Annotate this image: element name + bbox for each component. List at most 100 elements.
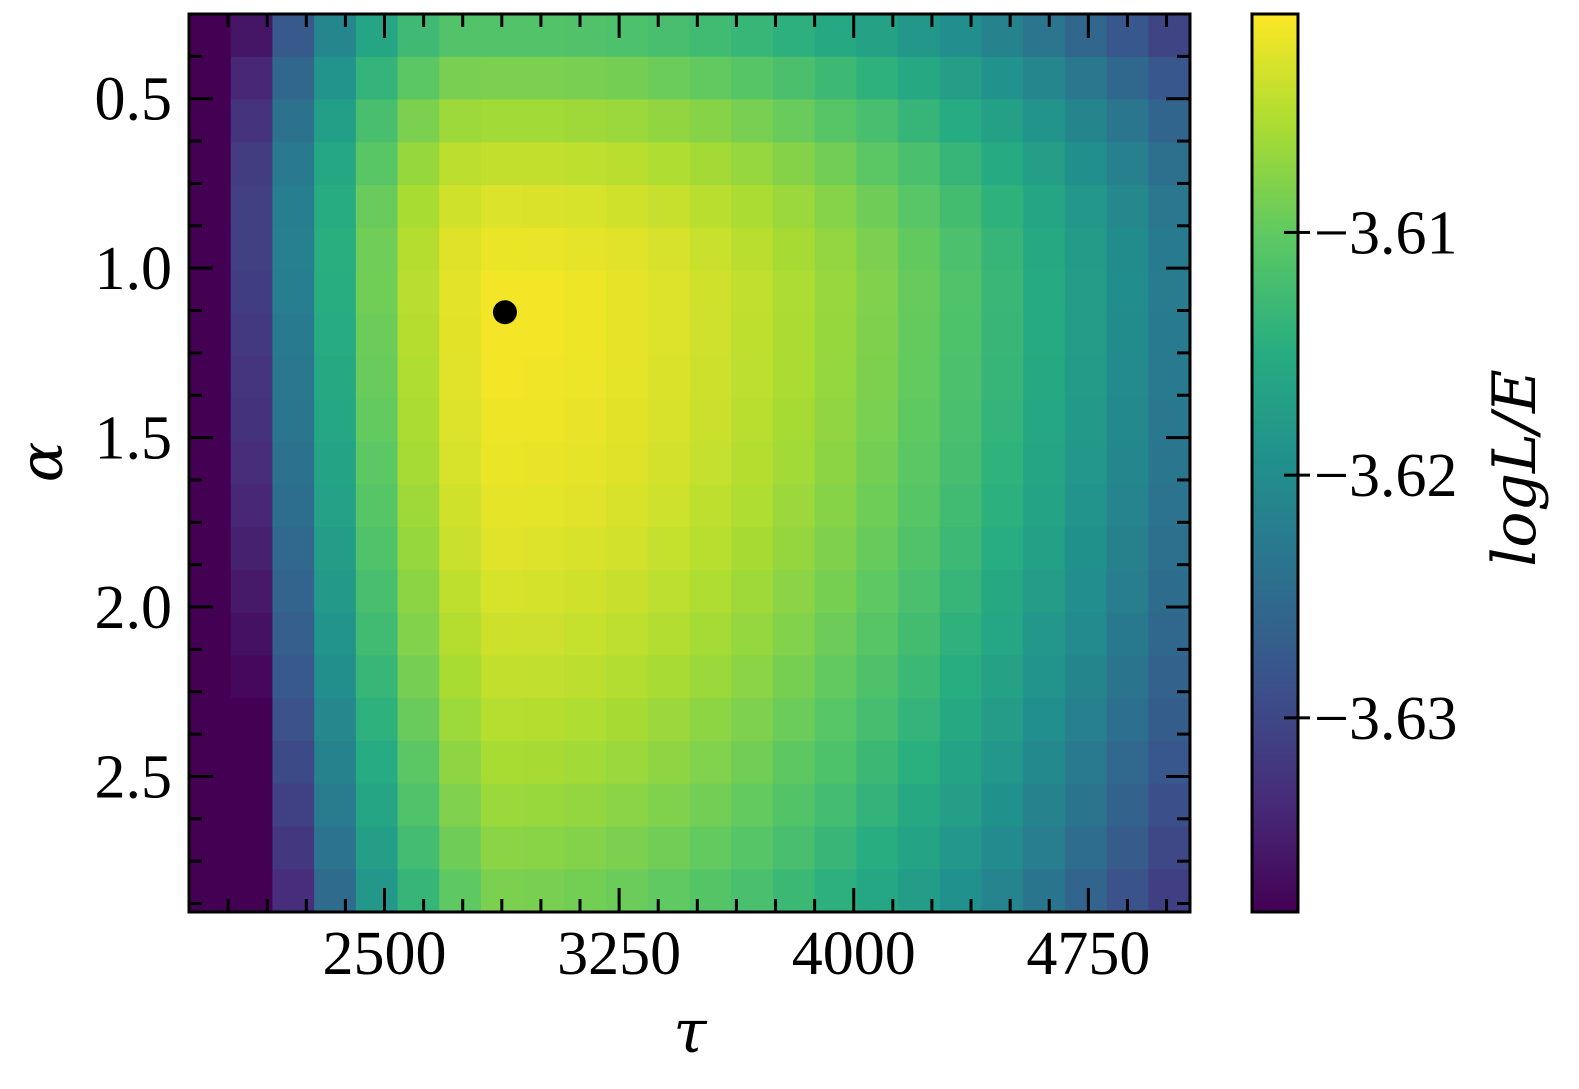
heatmap-cell	[856, 185, 899, 229]
heatmap-cell	[1148, 869, 1191, 913]
heatmap-cell	[1064, 227, 1108, 272]
heatmap-cell	[480, 655, 524, 699]
heatmap-cell	[1064, 569, 1108, 614]
heatmap-cell	[564, 398, 607, 443]
heatmap-cell	[1148, 356, 1191, 400]
heatmap-cell	[606, 14, 649, 58]
heatmap-cell	[564, 56, 607, 101]
heatmap-cell	[355, 869, 399, 913]
heatmap-cell	[564, 569, 607, 614]
heatmap-cell	[772, 484, 816, 528]
heatmap-cell	[898, 56, 941, 101]
heatmap-cell	[564, 783, 607, 828]
heatmap-cell	[814, 142, 857, 186]
heatmap-cell	[939, 398, 983, 443]
heatmap-cell	[314, 569, 357, 614]
heatmap-cell	[898, 740, 941, 785]
x-axis-ticks: 2500 3250 4000 4750	[187, 14, 1169, 988]
heatmap-cell	[939, 655, 983, 699]
best-fit-marker	[492, 300, 517, 325]
heatmap-cell	[314, 185, 357, 229]
heatmap-cell	[772, 356, 816, 400]
heatmap-cell	[189, 142, 232, 186]
heatmap-cell	[355, 569, 399, 614]
heatmap-cell	[606, 227, 649, 272]
heatmap-cell	[814, 14, 857, 58]
heatmap-cell	[606, 826, 649, 870]
heatmap-cell	[1023, 740, 1066, 785]
heatmap-cell	[981, 441, 1024, 485]
heatmap-cell	[731, 655, 774, 699]
heatmap-cell	[1106, 569, 1149, 614]
heatmap-cell	[981, 227, 1024, 272]
heatmap-cell	[272, 612, 315, 657]
heatmap-cell	[1064, 14, 1108, 58]
heatmap-cell	[564, 227, 607, 272]
heatmap-cell	[564, 698, 607, 742]
heatmap-cell	[397, 527, 440, 571]
heatmap-cell	[814, 313, 857, 357]
heatmap-cell	[1148, 14, 1191, 58]
heatmap-cell	[1023, 313, 1066, 357]
heatmap-cell	[898, 527, 941, 571]
heatmap-cell	[230, 270, 274, 314]
y-axis-label: α	[7, 442, 77, 483]
heatmap-cell	[814, 698, 857, 742]
heatmap-cell	[939, 484, 983, 528]
colorbar-label: logL/E	[1480, 369, 1550, 567]
heatmap-cell	[689, 698, 732, 742]
heatmap-cell	[981, 655, 1024, 699]
heatmap-cell	[397, 655, 440, 699]
heatmap-cell	[814, 569, 857, 614]
heatmap-cell	[522, 185, 565, 229]
y-tick-label: 1.0	[95, 235, 173, 303]
heatmap-cell	[1064, 441, 1108, 485]
y-tick-label: 2.5	[95, 743, 173, 811]
heatmap-cell	[355, 484, 399, 528]
heatmap-cell	[898, 14, 941, 58]
heatmap-cell	[397, 56, 440, 101]
heatmap-cell	[439, 56, 482, 101]
heatmap-cell	[814, 612, 857, 657]
heatmap-cell	[230, 484, 274, 528]
heatmap-cell	[189, 99, 232, 143]
heatmap-cell	[772, 740, 816, 785]
heatmap-cell	[355, 356, 399, 400]
heatmap-cell	[689, 484, 732, 528]
heatmap-cell	[439, 612, 482, 657]
heatmap-cell	[355, 185, 399, 229]
heatmap-cell	[314, 484, 357, 528]
heatmap-cell	[814, 826, 857, 870]
heatmap-cell	[522, 783, 565, 828]
heatmap-cell	[397, 270, 440, 314]
heatmap-cell	[939, 783, 983, 828]
heatmap-cell	[647, 56, 691, 101]
heatmap-cell	[814, 270, 857, 314]
heatmap-cell	[856, 441, 899, 485]
heatmap-cell	[689, 826, 732, 870]
heatmap-cell	[230, 356, 274, 400]
colorbar	[1250, 12, 1300, 914]
heatmap-cell	[772, 569, 816, 614]
heatmap-cell	[1148, 826, 1191, 870]
heatmap-cell	[939, 826, 983, 870]
heatmap-cell	[230, 698, 274, 742]
heatmap-cell	[397, 569, 440, 614]
heatmap-cell	[606, 527, 649, 571]
heatmap-cell	[1106, 270, 1149, 314]
heatmap-cell	[272, 441, 315, 485]
heatmap-cell	[272, 783, 315, 828]
heatmap-cell	[647, 740, 691, 785]
heatmap-cell	[1064, 99, 1108, 143]
heatmap-cell	[647, 655, 691, 699]
heatmap-cell	[898, 270, 941, 314]
heatmap-cell	[856, 569, 899, 614]
heatmap-cell	[397, 783, 440, 828]
heatmap-cell	[1064, 655, 1108, 699]
heatmap-cell	[522, 527, 565, 571]
heatmap-cell	[731, 484, 774, 528]
heatmap-cell	[1023, 569, 1066, 614]
heatmap-cell	[689, 655, 732, 699]
heatmap-cell	[1106, 398, 1149, 443]
heatmap-cell	[981, 356, 1024, 400]
